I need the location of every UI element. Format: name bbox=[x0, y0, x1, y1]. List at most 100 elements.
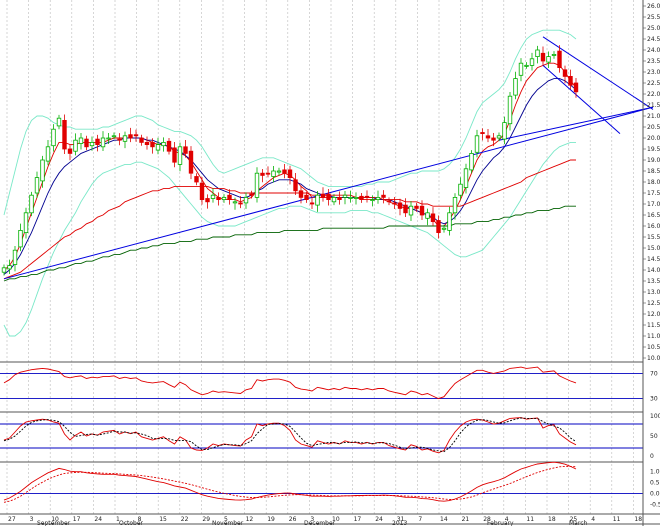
candle-body bbox=[546, 56, 551, 63]
candle-body bbox=[199, 182, 205, 201]
candle-body bbox=[276, 170, 282, 173]
candle-body bbox=[557, 50, 562, 68]
candle-body bbox=[117, 138, 122, 141]
candle-body bbox=[414, 205, 419, 209]
day-tick-label: 29 bbox=[202, 516, 210, 523]
candle-body bbox=[265, 172, 271, 175]
price-tick-label: 12.0 bbox=[647, 311, 660, 318]
price-tick-label: 16.0 bbox=[647, 223, 660, 230]
day-tick-label: 10 bbox=[51, 516, 59, 523]
candle-body bbox=[45, 146, 51, 162]
macd-line bbox=[3, 461, 577, 502]
candle-body bbox=[496, 135, 502, 139]
day-tick-label: 27 bbox=[8, 516, 16, 523]
candle-body bbox=[183, 146, 188, 154]
candle-body bbox=[452, 196, 458, 214]
candle-body bbox=[188, 150, 194, 174]
candle-body bbox=[254, 172, 260, 198]
candle-body bbox=[315, 194, 320, 206]
candle-body bbox=[419, 205, 425, 216]
candle-body bbox=[447, 212, 452, 231]
candlesticks bbox=[1, 45, 579, 276]
candle-body bbox=[166, 140, 172, 152]
indicator-tick-label: 70 bbox=[650, 370, 658, 377]
moving-average-line bbox=[3, 159, 576, 280]
candle-body bbox=[370, 199, 375, 202]
candle-body bbox=[430, 213, 436, 222]
candle-body bbox=[139, 137, 144, 143]
price-tick-label: 12.5 bbox=[647, 300, 660, 307]
price-tick-label: 24.0 bbox=[647, 47, 660, 54]
bollinger-lower-line bbox=[3, 141, 576, 337]
price-panel bbox=[1, 29, 654, 337]
candle-body bbox=[524, 65, 529, 67]
candle-body bbox=[210, 194, 216, 199]
candle-body bbox=[309, 202, 315, 205]
candle-body bbox=[408, 205, 414, 216]
candle-body bbox=[469, 152, 474, 171]
day-tick-label: 5 bbox=[224, 516, 228, 523]
bollinger-upper-line bbox=[3, 29, 577, 216]
candle-body bbox=[238, 202, 243, 205]
candle-body bbox=[348, 196, 353, 199]
day-tick-label: 31 bbox=[397, 516, 405, 523]
price-tick-label: 15.0 bbox=[647, 245, 660, 252]
candle-body bbox=[161, 141, 166, 147]
candle-body bbox=[436, 220, 441, 234]
candle-body bbox=[320, 193, 326, 198]
price-tick-label: 10.0 bbox=[647, 355, 660, 362]
price-tick-label: 11.0 bbox=[647, 333, 660, 340]
day-tick-label: 18 bbox=[548, 516, 556, 523]
candle-body bbox=[502, 122, 507, 140]
month-tick-label: March bbox=[569, 520, 587, 526]
day-tick-label: 17 bbox=[354, 516, 362, 523]
price-tick-label: 22.5 bbox=[647, 80, 660, 87]
price-tick-label: 26.0 bbox=[647, 3, 660, 10]
candle-body bbox=[56, 117, 62, 127]
day-tick-label: 24 bbox=[94, 516, 102, 523]
candle-body bbox=[106, 137, 111, 140]
price-tick-label: 22.0 bbox=[647, 91, 660, 98]
candle-body bbox=[403, 204, 408, 214]
day-tick-label: 7 bbox=[418, 516, 422, 523]
indicator-tick-label: 30 bbox=[650, 396, 658, 403]
candle-body bbox=[507, 95, 513, 125]
day-tick-label: 3 bbox=[310, 516, 314, 523]
day-tick-label: 25 bbox=[570, 516, 578, 523]
candle-body bbox=[34, 177, 40, 194]
day-tick-label: 21 bbox=[462, 516, 470, 523]
candle-body bbox=[205, 198, 210, 203]
price-tick-label: 14.0 bbox=[647, 267, 660, 274]
candle-body bbox=[326, 193, 331, 201]
day-tick-label: 11 bbox=[526, 516, 534, 523]
candle-body bbox=[73, 139, 78, 152]
bollinger-bands bbox=[3, 29, 577, 337]
stochastic-d-line bbox=[3, 417, 577, 453]
candle-body bbox=[144, 141, 150, 145]
day-tick-label: 22 bbox=[181, 516, 189, 523]
rsi-panel: 30 70 bbox=[0, 361, 658, 403]
price-tick-label: 17.0 bbox=[647, 201, 660, 208]
time-axis: 27 3 10 17 24 1 8 15 22 29 5 12 19 26 3 10 17 24 31 7 14 21 28… bbox=[8, 516, 642, 526]
macd-signal-line bbox=[3, 465, 577, 503]
candle-body bbox=[260, 172, 265, 176]
candle-body bbox=[100, 137, 106, 148]
candle-body bbox=[386, 200, 392, 203]
indicator-tick-label: 50 bbox=[650, 433, 658, 440]
candle-body bbox=[29, 194, 34, 214]
candle-body bbox=[381, 194, 386, 198]
candle-body bbox=[562, 69, 568, 77]
candle-body bbox=[150, 141, 155, 148]
month-tick-label: October bbox=[119, 520, 144, 526]
candle-body bbox=[232, 201, 238, 204]
day-tick-label: 19 bbox=[267, 516, 275, 523]
candle-body bbox=[540, 52, 546, 62]
candle-body bbox=[221, 196, 227, 200]
price-tick-label: 21.0 bbox=[647, 113, 660, 120]
candle-body bbox=[128, 134, 133, 139]
day-tick-label: 11 bbox=[613, 516, 621, 523]
price-tick-label: 18.5 bbox=[647, 168, 660, 175]
candle-body bbox=[458, 183, 463, 196]
candle-body bbox=[425, 212, 430, 219]
month-tick-label: February bbox=[487, 520, 514, 526]
